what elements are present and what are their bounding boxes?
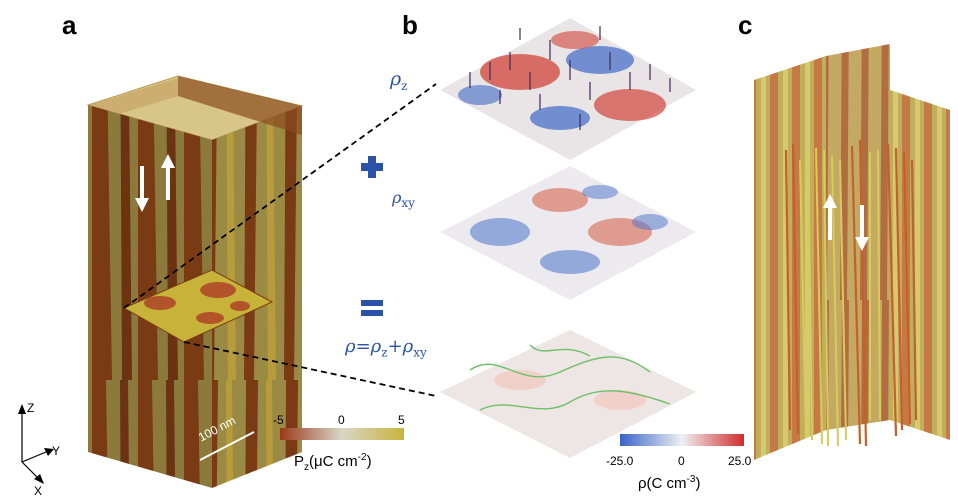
panel-letter-b: b [402, 10, 418, 40]
colorbar-pz [280, 428, 404, 440]
rho-tick-max: 25.0 [728, 454, 752, 468]
axis-label-x: X [34, 484, 43, 498]
pz-tick-mid: 0 [338, 413, 345, 427]
projection-line-top [123, 83, 437, 309]
panel-letter-a: a [62, 10, 77, 40]
panel-a-block [86, 75, 304, 488]
pz-colorbar-title: Pz(μC cm-2) [294, 452, 372, 473]
rho-tick-mid: 0 [678, 454, 685, 468]
down-arrow-icon [135, 166, 149, 212]
pz-tick-min: -5 [273, 413, 284, 427]
up-arrow-icon [161, 154, 175, 200]
coordinate-axes [18, 404, 54, 484]
rho-z-arrows [469, 26, 671, 130]
plus-symbol-icon [361, 156, 383, 178]
equals-symbol-icon [361, 300, 383, 316]
rho-z-label: ρz [390, 68, 408, 93]
panel-letter-c: c [738, 10, 753, 40]
projection-line-bottom [183, 341, 437, 397]
scale-bar [199, 431, 255, 461]
panel-c-structure [754, 44, 950, 460]
colorbar-rho [620, 434, 744, 446]
down-arrow-icon-c [855, 205, 869, 251]
rho-tick-min: -25.0 [606, 454, 634, 468]
orange-fibres [784, 139, 918, 447]
rho-sum-label: ρ=ρz+ρxy [345, 336, 427, 360]
map-rho-xy [440, 166, 696, 300]
up-arrow-icon-c [823, 194, 837, 240]
axis-label-y: Y [52, 444, 61, 458]
axis-label-z: Z [27, 401, 35, 415]
rho-colorbar-title: ρ(C cm-3) [638, 474, 701, 492]
rho-xy-label: ρxy [392, 188, 415, 211]
map-rho-z [440, 18, 696, 160]
pz-tick-max: 5 [398, 413, 405, 427]
map-rho-total [440, 330, 696, 458]
